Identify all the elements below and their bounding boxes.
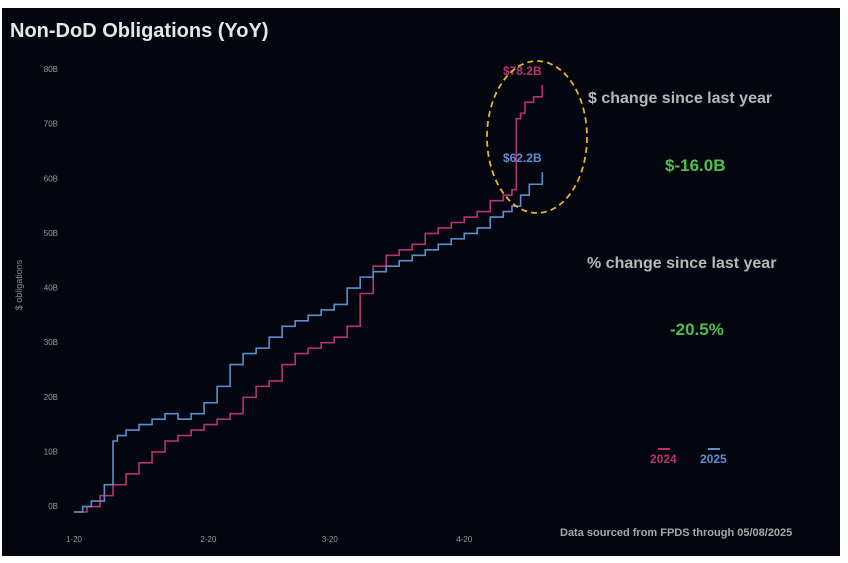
y-tick-label: 30B <box>44 338 58 347</box>
y-axis-label: $ obligations <box>14 259 24 310</box>
legend-item-2025: 2025 <box>700 448 727 466</box>
legend-item-2024: 2024 <box>650 448 677 466</box>
y-tick-label: 80B <box>44 65 58 74</box>
dollar-change-label: $ change since last year <box>588 90 773 107</box>
y-tick-label: 70B <box>44 120 58 129</box>
pct-change-value: -20.5% <box>670 320 724 339</box>
legend-label-2025: 2025 <box>700 452 727 466</box>
highlight-ellipse <box>486 60 588 214</box>
x-tick-label: 1-20 <box>66 535 83 544</box>
legend-label-2024: 2024 <box>650 452 677 466</box>
data-source-note: Data sourced from FPDS through 05/08/202… <box>560 527 793 539</box>
legend-swatch-2024 <box>658 448 670 450</box>
chart-panel <box>2 8 840 556</box>
end-value-label-2025: $62.2B <box>503 151 542 165</box>
series-line-2025 <box>74 172 544 513</box>
end-value-label-2024: $78.2B <box>503 64 542 78</box>
legend-swatch-2025 <box>708 448 720 450</box>
y-tick-label: 50B <box>44 229 58 238</box>
dollar-change-value: $-16.0B <box>665 156 726 175</box>
y-tick-label: 40B <box>44 284 58 293</box>
y-tick-label: 10B <box>44 447 58 456</box>
y-tick-label: 60B <box>44 174 58 183</box>
chart-title: Non-DoD Obligations (YoY) <box>10 20 269 42</box>
x-tick-label: 2-20 <box>200 535 217 544</box>
x-tick-label: 3-20 <box>322 535 339 544</box>
pct-change-label: % change since last year <box>587 255 777 272</box>
y-tick-label: 0B <box>48 502 58 511</box>
y-tick-label: 20B <box>44 393 58 402</box>
x-tick-label: 4-20 <box>456 535 473 544</box>
series-line-2024 <box>74 84 544 513</box>
